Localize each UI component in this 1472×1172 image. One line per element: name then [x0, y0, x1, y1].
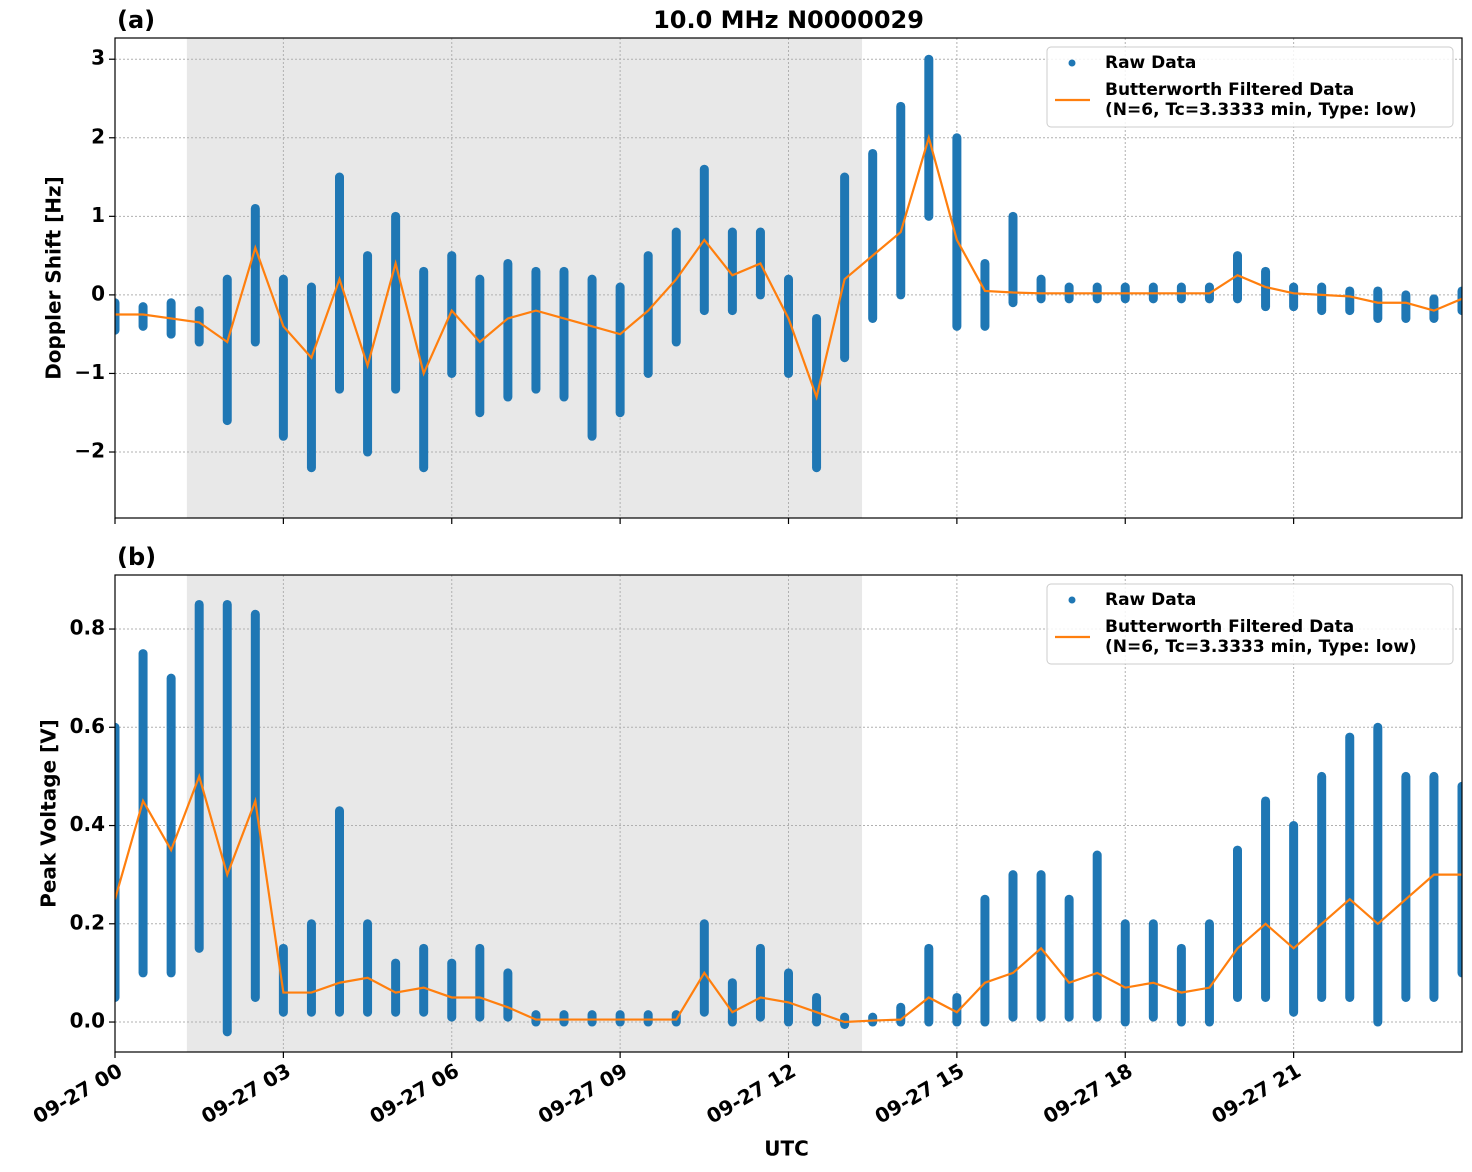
panel-label: (a)	[117, 6, 155, 34]
y-axis-label: Doppler Shift [Hz]	[42, 176, 66, 380]
x-tick-label: 09-27 03	[197, 1058, 295, 1128]
legend-box	[1046, 46, 1454, 128]
legend-marker	[1068, 59, 1076, 67]
legend-label: (N=6, Tc=3.3333 min, Type: low)	[1105, 100, 1417, 120]
y-axis-label: Peak Voltage [V]	[37, 719, 61, 908]
legend-label: Butterworth Filtered Data	[1105, 80, 1354, 100]
y-tick-label: 1	[91, 203, 105, 227]
x-tick-label: 09-27 18	[1039, 1058, 1137, 1128]
legend-label: Butterworth Filtered Data	[1105, 617, 1354, 637]
legend-label: Raw Data	[1105, 590, 1196, 610]
x-tick-label: 09-27 15	[871, 1058, 969, 1128]
legend-label: Raw Data	[1105, 53, 1196, 73]
legend-label: (N=6, Tc=3.3333 min, Type: low)	[1105, 637, 1417, 657]
shaded-region	[186, 38, 863, 518]
filtered-line	[115, 133, 1462, 401]
legend-marker	[1068, 596, 1076, 604]
filtered-line	[115, 772, 1462, 1024]
x-tick-label: 09-27 12	[702, 1058, 800, 1128]
panel-label: (b)	[117, 543, 156, 571]
axes-frame	[114, 574, 1463, 1053]
y-tick-label: 0.8	[70, 616, 105, 640]
plot-area	[115, 38, 1462, 518]
y-tick-label: 0.4	[70, 812, 105, 836]
x-tick-label: 09-27 06	[365, 1058, 463, 1128]
plot-area	[115, 575, 1462, 1052]
legend-box	[1046, 583, 1454, 665]
y-tick-label: −2	[74, 439, 105, 463]
y-tick-label: −1	[74, 360, 105, 384]
shaded-region	[186, 575, 863, 1052]
y-tick-label: 0	[91, 281, 105, 305]
x-tick-label: 09-27 00	[29, 1058, 127, 1128]
x-axis-label: UTC	[764, 1137, 809, 1161]
x-tick-label: 09-27 09	[534, 1058, 632, 1128]
y-tick-label: 0.0	[70, 1009, 105, 1033]
chart-title: 10.0 MHz N0000029	[653, 6, 924, 34]
y-tick-label: 2	[91, 124, 105, 148]
y-tick-label: 3	[91, 46, 105, 70]
axes-frame	[114, 37, 1463, 519]
x-tick-label: 09-27 21	[1207, 1058, 1305, 1128]
y-tick-label: 0.6	[70, 714, 105, 738]
y-tick-label: 0.2	[70, 910, 105, 934]
